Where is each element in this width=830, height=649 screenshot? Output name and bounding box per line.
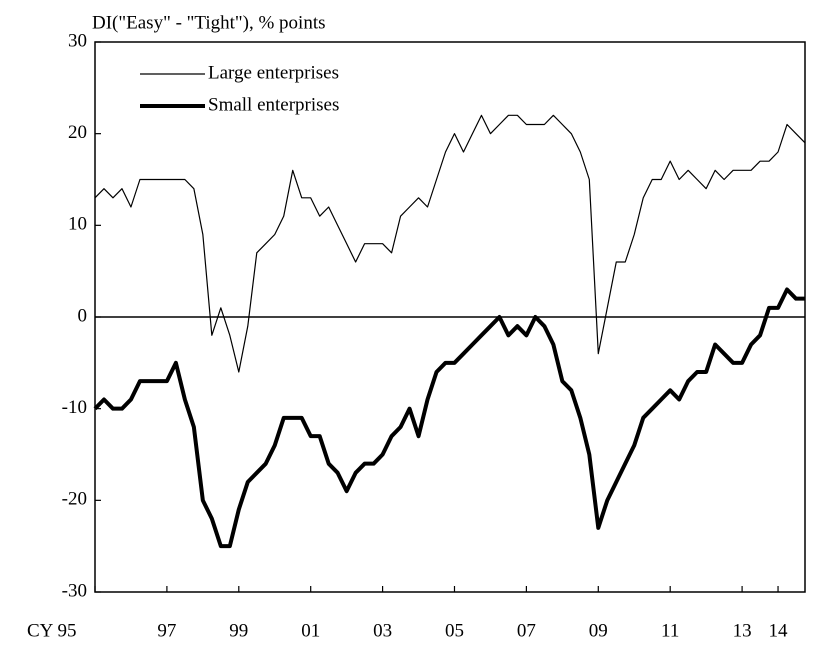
x-tick-label: 99	[229, 620, 248, 641]
y-tick-label: -30	[62, 580, 87, 601]
line-series	[93, 287, 805, 549]
x-tick-label: CY 95	[27, 620, 76, 641]
x-tick-label: 01	[301, 620, 320, 641]
x-tick-label: 13	[733, 620, 752, 641]
y-axis-label: DI("Easy" - "Tight"), % points	[92, 12, 326, 33]
y-tick-label: -10	[62, 397, 87, 418]
legend-label: Small enterprises	[208, 94, 339, 115]
y-tick-label: -20	[62, 489, 87, 510]
x-tick-label: 97	[157, 620, 176, 641]
legend-label: Large enterprises	[208, 62, 339, 83]
x-tick-label: 03	[373, 620, 392, 641]
line-series	[94, 114, 806, 373]
y-tick-label: 30	[68, 30, 87, 51]
y-tick-label: 10	[68, 214, 87, 235]
y-tick-label: 20	[68, 122, 87, 143]
x-tick-label: 05	[445, 620, 464, 641]
x-tick-label: 14	[769, 620, 789, 641]
x-tick-label: 09	[589, 620, 608, 641]
x-tick-label: 11	[661, 620, 679, 641]
y-tick-label: 0	[78, 305, 88, 326]
x-tick-label: 07	[517, 620, 536, 641]
